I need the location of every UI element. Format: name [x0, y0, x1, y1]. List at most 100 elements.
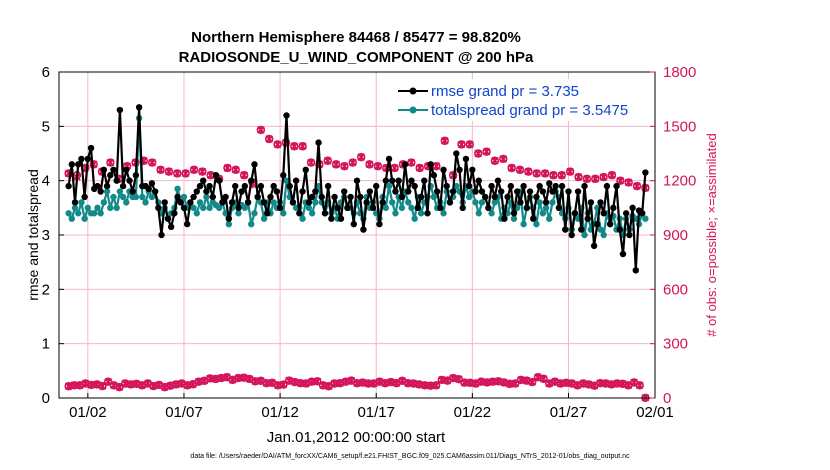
rmse-point [119, 182, 127, 190]
spread-point [116, 188, 124, 195]
rmse-point [193, 188, 200, 195]
obs-assimilated-low-point [115, 383, 124, 392]
rmse-point [225, 215, 233, 222]
tick-label-left: 1 [42, 336, 50, 353]
rmse-point [392, 188, 399, 195]
obs-assimilated-low-point [160, 383, 169, 392]
obs-assimilated-low-point [409, 379, 418, 388]
legend-box [394, 79, 646, 121]
obs-assimilated-low-point [177, 379, 186, 388]
spread-point [68, 215, 76, 222]
obs-assimilated-low-point [132, 379, 141, 388]
rmse-point [340, 188, 348, 195]
tick-label-x: 02/01 [636, 404, 674, 421]
rmse-point [164, 215, 172, 222]
tick-label-x: 01/22 [454, 404, 492, 421]
series-layer [64, 104, 650, 403]
rmse-point [264, 210, 271, 217]
rmse-point [232, 182, 239, 190]
rmse-point [177, 199, 184, 206]
rmse-point [453, 150, 460, 157]
rmse-point [421, 177, 428, 184]
obs-assimilated-low-point [415, 380, 424, 389]
rmse-point [376, 220, 383, 228]
obs-assimilated-low-point [630, 378, 638, 387]
tick-label-right: 1200 [663, 173, 696, 190]
obs-assimilated-point [273, 140, 282, 149]
rmse-point [497, 188, 505, 195]
rmse-point [87, 144, 95, 152]
obs-assimilated-point [231, 165, 240, 174]
obs-assimilated-point [516, 165, 524, 174]
obs-assimilated-point [257, 125, 265, 134]
spread-point [642, 215, 649, 222]
tick-label-right: 1500 [663, 118, 696, 135]
rmse-point [334, 204, 341, 212]
obs-assimilated-point [240, 171, 248, 180]
rmse-point [603, 182, 611, 190]
spread-point [491, 199, 498, 206]
obs-assimilated-point [340, 162, 349, 171]
obs-assimilated-point [374, 162, 382, 171]
rmse-point [286, 182, 293, 190]
spread-point [216, 204, 223, 212]
spread-point [71, 204, 79, 212]
rmse-point [642, 169, 649, 176]
rmse-point [408, 177, 415, 184]
tick-label-left: 6 [42, 64, 50, 81]
rmse-point [462, 155, 470, 163]
rmse-point [469, 166, 476, 173]
rmse-point [180, 204, 188, 212]
tick-label-right: 300 [663, 336, 688, 353]
obs-assimilated-low-point [511, 379, 520, 388]
rmse-point [216, 177, 223, 184]
rmse-point [203, 188, 210, 195]
obs-assimilated-point [608, 171, 616, 180]
rmse-point [238, 188, 245, 195]
obs-assimilated-point [466, 140, 474, 149]
rmse-point [488, 182, 495, 190]
rmse-point [344, 204, 351, 212]
tick-label-right: 1800 [663, 64, 696, 81]
x-axis-ticks: 01/02 01/07 01/12 01/17 01/22 01/27 02/01 [69, 393, 674, 421]
obs-assimilated-point [566, 167, 574, 176]
spread-point [472, 199, 479, 206]
rmse-point [270, 182, 277, 190]
obs-assimilated-point [432, 162, 441, 171]
obs-assimilated-low-point [285, 376, 293, 385]
spread-point [465, 193, 473, 201]
obs-assimilated-low-point [189, 380, 197, 389]
rmse-point [405, 188, 412, 195]
rmse-point [360, 226, 367, 233]
rmse-point [132, 172, 140, 179]
legend-spread-marker [409, 106, 417, 114]
spread-point [280, 210, 287, 217]
rmse-point [542, 199, 550, 206]
obs-assimilated-low-point [534, 373, 542, 382]
obs-assimilated-point [549, 171, 558, 180]
obs-assimilated-point [156, 165, 165, 174]
spread-point [148, 193, 156, 201]
tick-label-left: 2 [42, 281, 50, 298]
rmse-point [94, 182, 101, 190]
rmse-point [517, 199, 524, 206]
rmse-point [302, 166, 309, 173]
rmse-point [536, 182, 543, 190]
obs-assimilated-low-point [494, 377, 503, 386]
rmse-point [248, 177, 255, 184]
obs-assimilated-low-point [347, 376, 356, 385]
spread-point [389, 199, 396, 206]
spread-point [251, 210, 258, 217]
obs-assimilated-point [591, 174, 600, 183]
obs-assimilated-point [323, 156, 332, 165]
obs-assimilated-point [307, 158, 315, 167]
rmse-point [626, 231, 633, 239]
spread-point [110, 193, 117, 201]
rmse-point [510, 210, 518, 217]
rmse-point [331, 193, 338, 201]
rmse-point [600, 210, 607, 217]
rmse-point [145, 185, 152, 193]
obs-assimilated-low-point [590, 381, 599, 390]
grid [59, 72, 655, 398]
spread-point [411, 215, 418, 222]
